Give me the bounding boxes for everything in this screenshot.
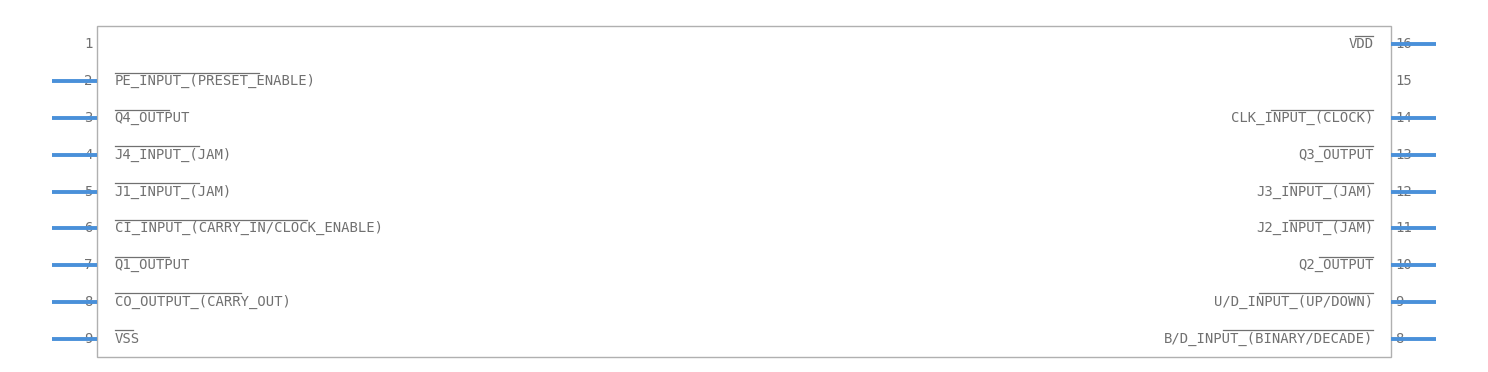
Text: 11: 11 xyxy=(1396,221,1412,235)
Text: J1_INPUT_(JAM): J1_INPUT_(JAM) xyxy=(115,185,232,199)
Text: 8: 8 xyxy=(1396,332,1403,346)
Text: 9: 9 xyxy=(85,332,92,346)
Text: PE_INPUT_(PRESET_ENABLE): PE_INPUT_(PRESET_ENABLE) xyxy=(115,74,315,88)
Text: Q4_OUTPUT: Q4_OUTPUT xyxy=(115,111,190,125)
Text: CI_INPUT_(CARRY_IN/CLOCK_ENABLE): CI_INPUT_(CARRY_IN/CLOCK_ENABLE) xyxy=(115,221,382,235)
Text: J3_INPUT_(JAM): J3_INPUT_(JAM) xyxy=(1256,185,1373,199)
Text: 1: 1 xyxy=(85,38,92,51)
Text: 8: 8 xyxy=(85,295,92,309)
Text: VDD: VDD xyxy=(1348,38,1373,51)
Text: CO_OUTPUT_(CARRY_OUT): CO_OUTPUT_(CARRY_OUT) xyxy=(115,295,290,309)
Text: U/D_INPUT_(UP/DOWN): U/D_INPUT_(UP/DOWN) xyxy=(1214,295,1373,309)
Text: 7: 7 xyxy=(85,258,92,272)
Text: 10: 10 xyxy=(1396,258,1412,272)
Text: 5: 5 xyxy=(85,185,92,199)
Text: J4_INPUT_(JAM): J4_INPUT_(JAM) xyxy=(115,148,232,162)
Text: 15: 15 xyxy=(1396,74,1412,88)
Text: VSS: VSS xyxy=(115,332,140,346)
Text: 6: 6 xyxy=(85,221,92,235)
Text: 2: 2 xyxy=(85,74,92,88)
Text: 13: 13 xyxy=(1396,148,1412,162)
Text: 4: 4 xyxy=(85,148,92,162)
Text: B/D_INPUT_(BINARY/DECADE): B/D_INPUT_(BINARY/DECADE) xyxy=(1164,332,1373,346)
Text: 3: 3 xyxy=(85,111,92,125)
Text: 12: 12 xyxy=(1396,185,1412,199)
Text: Q1_OUTPUT: Q1_OUTPUT xyxy=(115,258,190,272)
Text: 9: 9 xyxy=(1396,295,1403,309)
Text: 16: 16 xyxy=(1396,38,1412,51)
Text: Q3_OUTPUT: Q3_OUTPUT xyxy=(1298,148,1373,162)
Text: Q2_OUTPUT: Q2_OUTPUT xyxy=(1298,258,1373,272)
Text: 14: 14 xyxy=(1396,111,1412,125)
Text: CLK_INPUT_(CLOCK): CLK_INPUT_(CLOCK) xyxy=(1231,111,1373,125)
Text: J2_INPUT_(JAM): J2_INPUT_(JAM) xyxy=(1256,221,1373,235)
Bar xyxy=(97,26,1391,357)
